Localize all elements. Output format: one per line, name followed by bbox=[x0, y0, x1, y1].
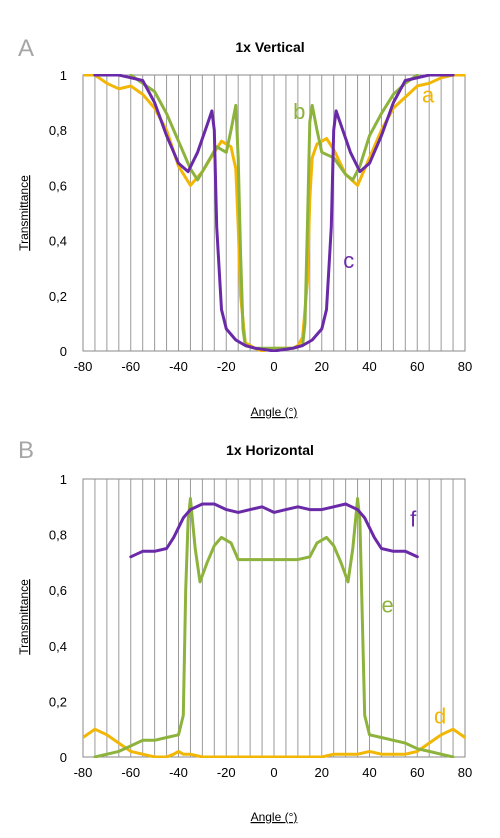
plot-area-b: -80 -60 -40 -20 0 20 40 60 80 0 0,2 0,4 0,6 0,8 1 d e f bbox=[49, 472, 472, 780]
y-tick-label: 0,6 bbox=[49, 178, 67, 193]
series-label-f: f bbox=[410, 506, 417, 531]
series-line-e bbox=[93, 497, 455, 758]
x-tick-label: 40 bbox=[362, 765, 376, 780]
x-tick-label: 0 bbox=[270, 765, 277, 780]
x-tick-label: 80 bbox=[458, 359, 472, 374]
x-tick-label: -60 bbox=[121, 765, 140, 780]
y-tick-label: 1 bbox=[60, 68, 67, 83]
y-tick-label: 0,2 bbox=[49, 694, 67, 709]
y-tick-label: 0,4 bbox=[49, 234, 67, 249]
x-tick-label: 80 bbox=[458, 765, 472, 780]
x-axis-label-a: Angle (°) bbox=[251, 405, 298, 419]
x-tick-label: 60 bbox=[410, 765, 424, 780]
x-tick-label: 60 bbox=[410, 359, 424, 374]
series-label-a: a bbox=[422, 83, 435, 108]
x-tick-label: -40 bbox=[169, 359, 188, 374]
y-tick-label: 1 bbox=[60, 472, 67, 487]
y-tick-label: 0,6 bbox=[49, 583, 67, 598]
y-tick-label: 0,8 bbox=[49, 528, 67, 543]
x-tick-label: -20 bbox=[217, 765, 236, 780]
chart-panel-b: B 1x Horizontal -80 -60 -40 -20 0 20 40 60 80 0 0,… bbox=[17, 437, 472, 824]
y-tick-label: 0,4 bbox=[49, 639, 67, 654]
series-line-c bbox=[93, 74, 455, 352]
x-tick-label: 20 bbox=[315, 359, 329, 374]
y-tick-label: 0,8 bbox=[49, 123, 67, 138]
y-tick-label: 0 bbox=[60, 750, 67, 765]
y-tick-label: 0,2 bbox=[49, 289, 67, 304]
x-tick-label: -80 bbox=[74, 359, 93, 374]
series-label-d: d bbox=[434, 704, 446, 729]
series-label-e: e bbox=[381, 592, 393, 617]
x-tick-label: 0 bbox=[270, 359, 277, 374]
plot-area-a: -80 -60 -40 -20 0 20 40 60 80 0 0,2 0,4 0,6 0,8 1 a b c bbox=[49, 68, 472, 374]
series-line-f bbox=[129, 502, 419, 559]
x-tick-label: -20 bbox=[217, 359, 236, 374]
chart-panel-a: A 1x Vertical -80 -60 -40 -20 0 20 40 60 80 0 0,2 0… bbox=[17, 35, 472, 419]
series-label-b: b bbox=[293, 99, 305, 124]
y-axis-label-b: Transmittance bbox=[17, 579, 31, 655]
x-tick-label: -60 bbox=[121, 359, 140, 374]
series-line-d bbox=[83, 727, 465, 758]
x-axis-label-b: Angle (°) bbox=[251, 810, 298, 824]
y-tick-label: 0 bbox=[60, 344, 67, 359]
series-label-c: c bbox=[343, 248, 354, 273]
y-axis-label-a: Transmittance bbox=[17, 175, 31, 251]
panel-label-b: B bbox=[18, 437, 34, 464]
x-tick-label: 40 bbox=[362, 359, 376, 374]
x-tick-label: -40 bbox=[169, 765, 188, 780]
x-tick-label: -80 bbox=[74, 765, 93, 780]
panel-label-a: A bbox=[18, 35, 34, 62]
chart-title-a: 1x Vertical bbox=[235, 39, 304, 55]
chart-title-b: 1x Horizontal bbox=[226, 442, 314, 458]
x-tick-label: 20 bbox=[315, 765, 329, 780]
